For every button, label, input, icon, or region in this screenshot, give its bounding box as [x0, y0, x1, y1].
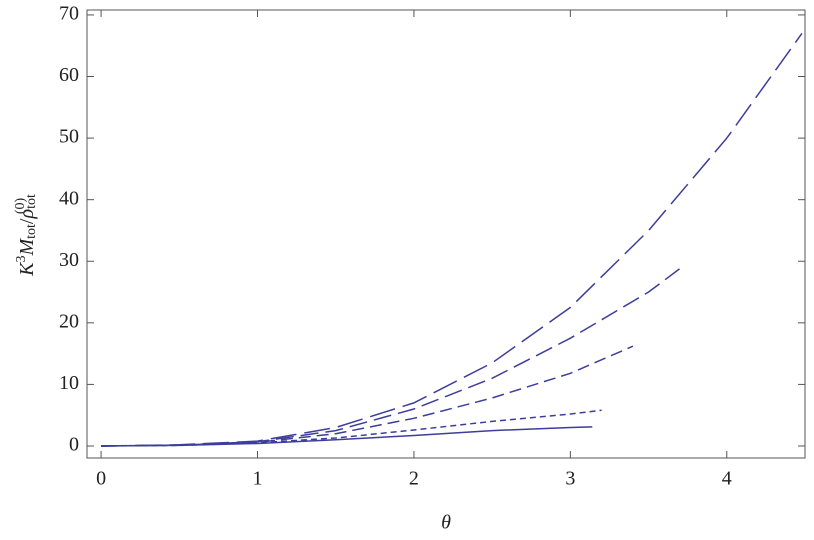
series-line — [101, 345, 634, 447]
y-label-part: ρ — [16, 209, 38, 220]
series-line — [101, 267, 681, 447]
x-tick-label: 1 — [253, 468, 263, 490]
x-tick-label: 2 — [409, 468, 419, 490]
y-tick-label: 70 — [59, 3, 79, 25]
series-line — [101, 32, 803, 447]
y-label-part: K — [16, 261, 38, 277]
y-label-part: / — [16, 218, 38, 224]
plot-frame — [86, 9, 806, 459]
y-tick-label: 40 — [59, 187, 79, 209]
x-tick-label: 0 — [96, 468, 106, 490]
y-label-part: tot — [24, 194, 39, 209]
y-label-part: 3 — [14, 256, 29, 263]
y-tick-label: 60 — [59, 64, 79, 86]
y-label-part: (0) — [13, 197, 28, 214]
y-tick-label: 20 — [59, 310, 79, 332]
y-tick-label: 10 — [59, 372, 79, 394]
x-tick-label: 3 — [565, 468, 575, 490]
x-tick-label: 4 — [722, 468, 732, 490]
y-tick-label: 0 — [69, 434, 79, 456]
y-tick-label: 30 — [59, 249, 79, 271]
y-tick-label: 50 — [59, 126, 79, 148]
series-line — [101, 409, 602, 447]
x-axis-label: θ — [441, 512, 451, 534]
y-label-part: M — [16, 238, 38, 257]
y-label-part: tot — [24, 224, 39, 239]
y-axis-label: K3Mtot/ρtot(0) — [13, 194, 40, 277]
